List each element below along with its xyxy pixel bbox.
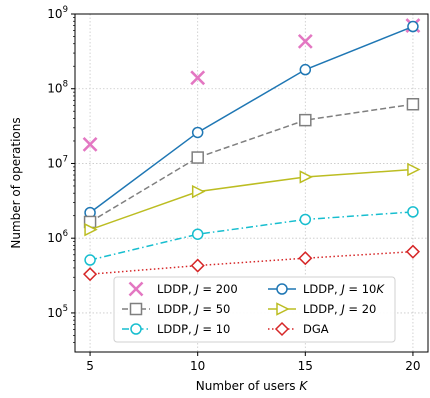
legend-item-lddp-j200: LDDP, J = 200 [128,281,238,297]
data-point-lddp-j50 [406,97,420,111]
legend-item-lddp-j10k: LDDP, J = 10K [268,282,385,296]
x-tick-label: 20 [405,359,420,373]
series-lddp-j10 [84,206,419,266]
legend: LDDP, J = 200 LDDP, J = 10K LDDP, J = 50 LD… [113,276,396,343]
data-point-lddp-j20 [84,222,98,237]
data-point-dga [298,251,313,266]
series-lddp-j200 [82,18,421,152]
legend-item-lddp-j10: LDDP, J = 10 [122,322,230,336]
data-point-lddp-j200 [190,70,206,86]
series-dga [83,244,420,282]
data-point-lddp-j50 [191,151,204,164]
legend-marker [276,283,288,295]
legend-marker [128,281,144,297]
x-tick-label: 15 [298,359,313,373]
series-line-lddp-j10 [89,211,413,261]
plot-frame [74,13,429,353]
data-point-dga [190,258,205,273]
data-point-lddp-j20 [299,170,313,184]
y-tick-label: 109 [47,5,68,21]
y-axis-label: Number of operations [9,117,23,248]
data-point-lddp-j10 [84,254,96,266]
data-point-lddp-j10 [299,213,312,226]
legend-marker [274,321,290,337]
legend-item-lddp-j50: LDDP, J = 50 [122,302,230,316]
legend-box [113,276,396,343]
data-point-lddp-j20 [191,184,206,199]
data-point-lddp-j10k [299,63,312,76]
data-point-dga [405,244,420,259]
series-line-dga [90,250,413,275]
series-line-lddp-j50 [89,103,414,223]
legend-item-dga: DGA [268,321,329,337]
series-lddp-j10k [84,20,419,219]
data-point-lddp-j10k [407,20,419,33]
legend-label: LDDP, J = 10 [157,322,230,336]
x-tick-label: 10 [190,359,205,373]
series-layer [82,18,421,282]
y-tick-label: 105 [47,304,68,320]
series-lddp-j20 [84,162,421,237]
data-point-lddp-j10 [191,228,204,240]
data-point-lddp-j10 [407,206,419,218]
axis-ticks: 5 10 15 20 105 106 107 108 109 [47,5,420,373]
legend-label: DGA [303,322,329,336]
legend-marker [276,302,290,316]
y-tick-label: 108 [47,80,68,96]
data-point-dga [83,267,98,282]
data-point-lddp-j200 [82,136,98,152]
data-point-lddp-j50 [299,113,312,127]
data-point-lddp-j20 [407,162,421,177]
legend-label: LDDP, J = 10K [303,282,385,296]
data-point-lddp-j10k [191,126,204,139]
series-line-lddp-j10k [89,25,414,214]
series-line-lddp-j20 [89,168,413,231]
legend-item-lddp-j20: LDDP, J = 20 [268,302,376,316]
y-tick-label: 107 [47,154,68,170]
y-tick-label: 106 [47,229,68,245]
x-axis-label: Number of users K [196,379,309,393]
series-lddp-j50 [83,97,420,229]
legend-label: LDDP, J = 20 [303,302,376,316]
legend-marker [129,302,143,316]
legend-label: LDDP, J = 50 [157,302,230,316]
data-point-lddp-j200 [297,33,313,49]
legend-marker [130,323,142,335]
legend-label: LDDP, J = 200 [157,282,238,296]
x-tick-label: 5 [86,359,94,373]
